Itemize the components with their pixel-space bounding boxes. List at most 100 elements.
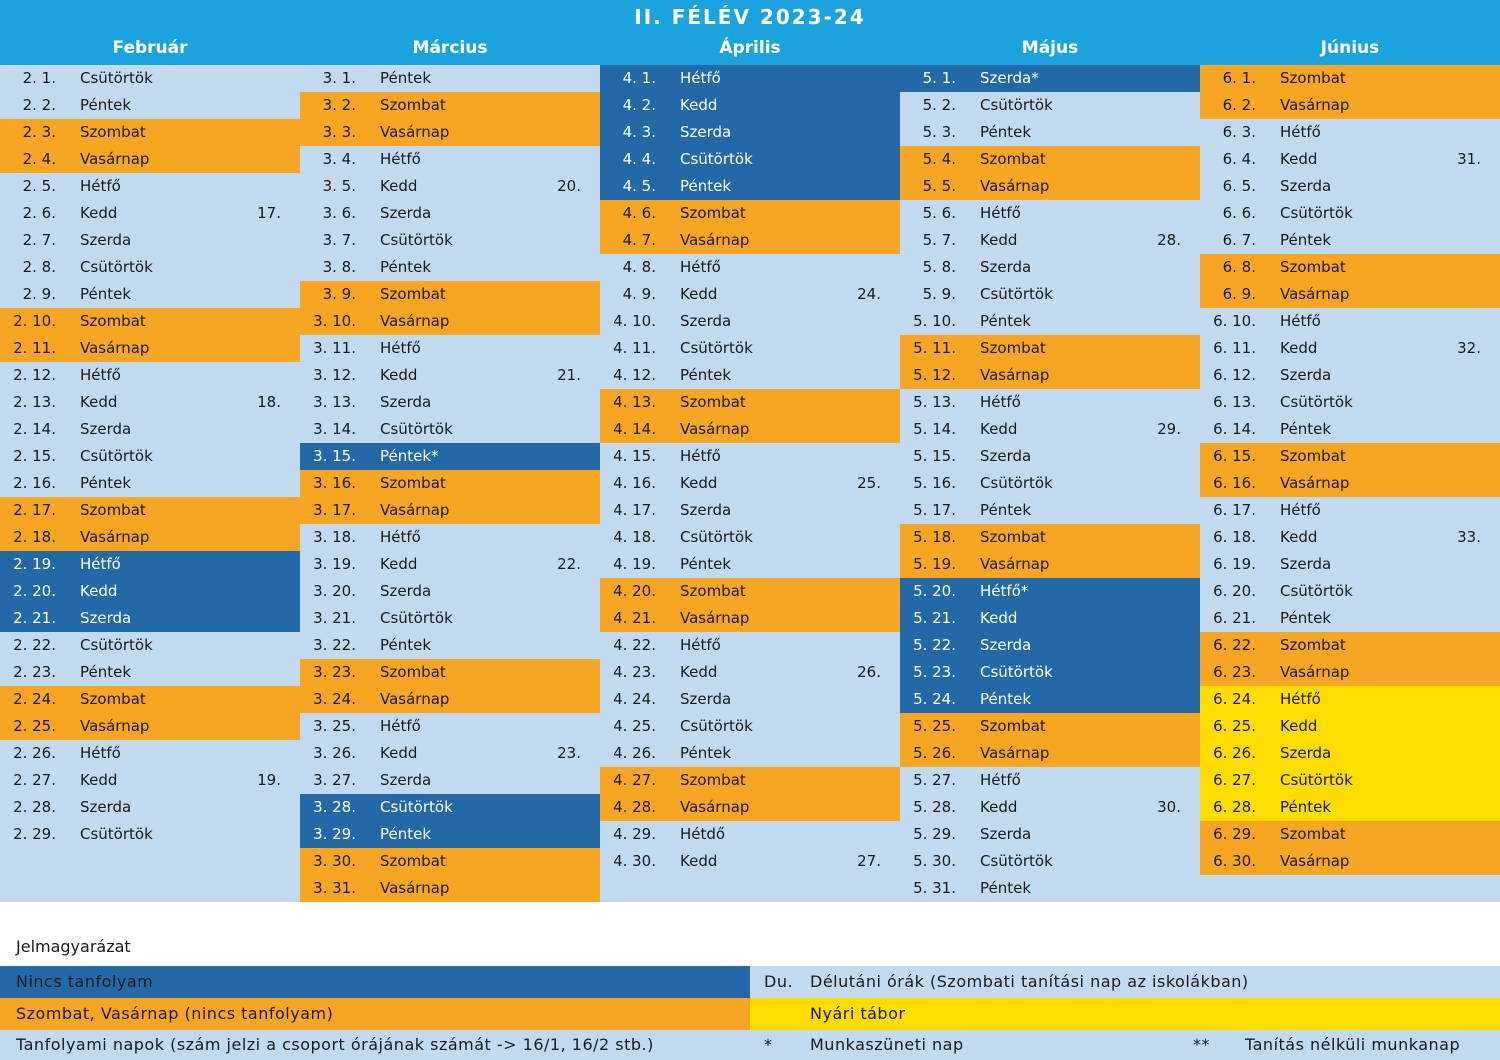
day-date: 5. 15. [913, 447, 956, 465]
day-date: 3. 30. [313, 852, 356, 870]
day-row: 3. 26. Kedd 23. [300, 740, 600, 767]
day-name: Szombat [980, 717, 1046, 735]
week-number: 28. [1157, 231, 1181, 249]
day-date: 5. 13. [913, 393, 956, 411]
day-name: Kedd [80, 393, 118, 411]
day-date: 3. 11. [313, 339, 356, 357]
day-name: Kedd [680, 285, 718, 303]
legend-symbol: Du. [764, 972, 794, 991]
week-number: 29. [1157, 420, 1181, 438]
day-row: 2. 19. Hétfő [0, 551, 300, 578]
day-date: 2. 10. [13, 312, 56, 330]
day-date: 4. 25. [613, 717, 656, 735]
day-date: 3. 13. [313, 393, 356, 411]
day-date: 2. 17. [13, 501, 56, 519]
day-row: 5. 3. Péntek [900, 119, 1200, 146]
day-name: Szombat [1280, 69, 1346, 87]
day-row: 5. 7. Kedd 28. [900, 227, 1200, 254]
day-row: 6. 22. Szombat [1200, 632, 1500, 659]
month-name: Március [412, 38, 488, 58]
day-name: Szerda [980, 636, 1032, 654]
day-date: 2. 1. [22, 69, 56, 87]
day-date: 3. 6. [322, 204, 356, 222]
day-row: 4. 5. Péntek [600, 173, 900, 200]
day-date: 2. 15. [13, 447, 56, 465]
day-name: Péntek [680, 177, 732, 195]
day-row: 5. 26. Vasárnap [900, 740, 1200, 767]
day-name: Szerda [1280, 366, 1332, 384]
day-row: 3. 13. Szerda [300, 389, 600, 416]
day-row: 2. 1. Csütörtök [0, 65, 300, 92]
day-row: 6. 11. Kedd 32. [1200, 335, 1500, 362]
day-name: Kedd [680, 96, 718, 114]
day-date: 6. 18. [1213, 528, 1256, 546]
day-name: Szombat [380, 852, 446, 870]
day-row: 4. 22. Hétfő [600, 632, 900, 659]
day-row: 2. 18. Vasárnap [0, 524, 300, 551]
day-name: Csütörtök [680, 150, 753, 168]
day-row: 6. 19. Szerda [1200, 551, 1500, 578]
day-row: 4. 11. Csütörtök [600, 335, 900, 362]
day-date: 4. 29. [613, 825, 656, 843]
day-row: 3. 4. Hétfő [300, 146, 600, 173]
day-name: Szombat [380, 96, 446, 114]
day-date: 5. 1. [922, 69, 956, 87]
day-name: Vasárnap [680, 798, 750, 816]
day-row: 4. 14. Vasárnap [600, 416, 900, 443]
day-name: Szombat [80, 123, 146, 141]
day-name: Péntek [980, 312, 1032, 330]
day-name: Vasárnap [80, 339, 150, 357]
day-row: 2. 7. Szerda [0, 227, 300, 254]
day-date: 4. 28. [613, 798, 656, 816]
day-row: 5. 31. Péntek [900, 875, 1200, 902]
day-date: 4. 12. [613, 366, 656, 384]
day-date: 4. 5. [622, 177, 656, 195]
day-row: 4. 19. Péntek [600, 551, 900, 578]
day-date: 3. 12. [313, 366, 356, 384]
day-date: 6. 23. [1213, 663, 1256, 681]
day-name: Csütörtök [380, 798, 453, 816]
day-date: 2. 21. [13, 609, 56, 627]
day-row: 4. 30. Kedd 27. [600, 848, 900, 875]
day-date: 6. 4. [1222, 150, 1256, 168]
day-name: Csütörtök [80, 69, 153, 87]
legend-row: Nincs tanfolyam [0, 966, 750, 998]
day-row: 3. 11. Hétfő [300, 335, 600, 362]
day-row: 2. 12. Hétfő [0, 362, 300, 389]
day-row: 4. 9. Kedd 24. [600, 281, 900, 308]
day-name: Szerda [680, 501, 732, 519]
day-name: Csütörtök [980, 663, 1053, 681]
day-name: Csütörtök [80, 258, 153, 276]
month-name: Február [112, 38, 188, 58]
day-row: 2. 11. Vasárnap [0, 335, 300, 362]
day-date: 4. 15. [613, 447, 656, 465]
day-date: 5. 12. [913, 366, 956, 384]
day-row: 3. 21. Csütörtök [300, 605, 600, 632]
day-name: Hétfő [1280, 123, 1321, 141]
day-row: 5. 20. Hétfő* [900, 578, 1200, 605]
day-date: 4. 10. [613, 312, 656, 330]
day-row: 6. 17. Hétfő [1200, 497, 1500, 524]
day-name: Kedd [980, 609, 1018, 627]
day-row: 4. 6. Szombat [600, 200, 900, 227]
day-date: 6. 22. [1213, 636, 1256, 654]
day-row: 5. 11. Szombat [900, 335, 1200, 362]
day-date: 6. 21. [1213, 609, 1256, 627]
day-date: 5. 25. [913, 717, 956, 735]
day-row: 3. 18. Hétfő [300, 524, 600, 551]
day-name: Hétfő [80, 366, 121, 384]
day-date: 5. 9. [922, 285, 956, 303]
day-name: Péntek [380, 636, 432, 654]
day-name: Kedd [980, 798, 1018, 816]
day-row: 2. 3. Szombat [0, 119, 300, 146]
day-date: 3. 17. [313, 501, 356, 519]
day-row: 5. 23. Csütörtök [900, 659, 1200, 686]
legend-label: Délutáni órák (Szombati tanítási nap az … [810, 972, 1249, 991]
day-row: 6. 8. Szombat [1200, 254, 1500, 281]
day-name: Csütörtök [680, 528, 753, 546]
day-date: 3. 8. [322, 258, 356, 276]
day-row: 6. 21. Péntek [1200, 605, 1500, 632]
day-date: 5. 18. [913, 528, 956, 546]
day-row: 3. 14. Csütörtök [300, 416, 600, 443]
day-date: 4. 26. [613, 744, 656, 762]
